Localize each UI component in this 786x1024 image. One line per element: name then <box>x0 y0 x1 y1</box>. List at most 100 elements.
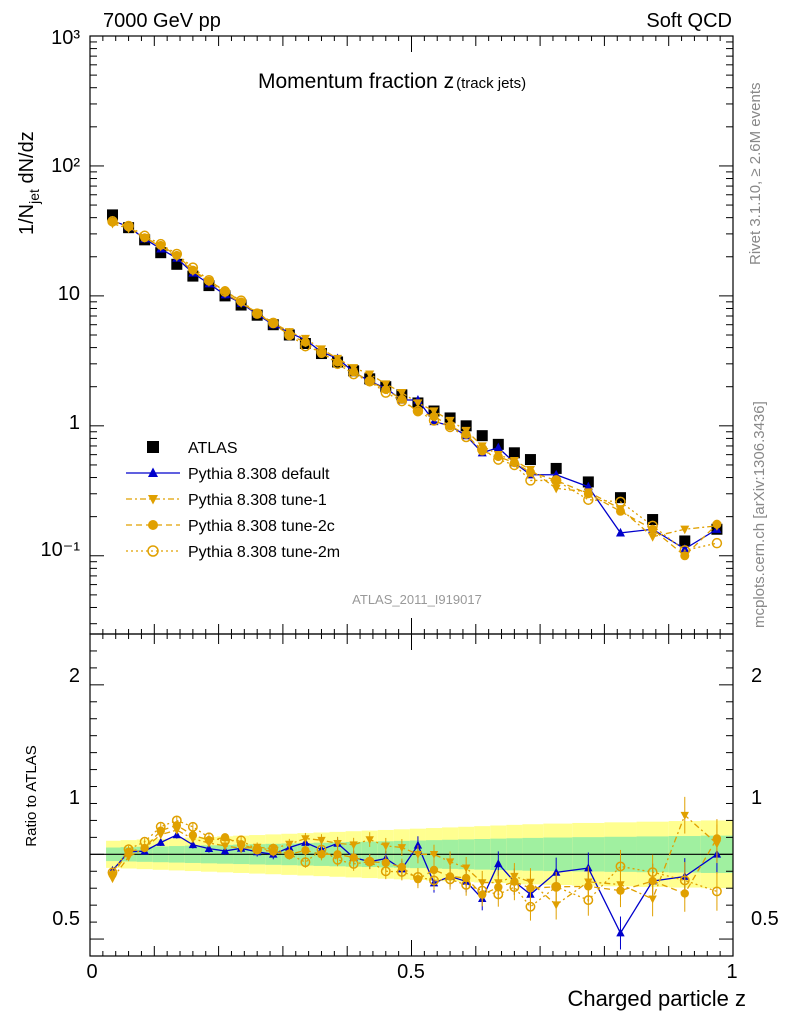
pythia-8-308-tune-2m-ratio-point <box>583 895 594 906</box>
legend-marker-pythia-8-308-default <box>148 467 158 477</box>
pythia-8-308-tune-2c-point <box>648 524 658 534</box>
y-tick-label-1: 1 <box>69 412 80 434</box>
legend-label-pythia-8-308-tune-1: Pythia 8.308 tune-1 <box>188 492 327 509</box>
pythia-8-308-tune-2c-ratio-point <box>712 834 722 843</box>
pythia-8-308-tune-2m-point <box>615 496 626 508</box>
pythia-8-308-tune-2m-ratio-point <box>647 867 658 878</box>
main-plot-frame <box>89 35 734 635</box>
pythia-8-308-default-ratio-point <box>188 840 198 849</box>
pythia-8-308-tune-2m-ratio-point <box>204 832 214 843</box>
mcplots-label: mcplots.cern.ch [arXiv:1306.3436] <box>751 401 768 628</box>
pythia-8-308-tune-1-ratio-point <box>381 842 390 851</box>
pythia-8-308-tune-2m-point <box>460 431 472 443</box>
pythia-8-308-tune-2c-ratio-point <box>429 865 439 875</box>
main-y-label: 1/Njet dN/dz <box>16 131 42 235</box>
pythia-8-308-tune-2m-point <box>284 329 295 341</box>
pythia-8-308-default-point <box>615 527 625 537</box>
pythia-8-308-tune-2m-ratio-point <box>284 849 295 860</box>
pythia-8-308-tune-1-point <box>397 389 407 398</box>
pythia-8-308-tune-2m-ratio-point <box>711 886 722 897</box>
pythia-8-308-tune-2m-point <box>583 494 594 505</box>
pythia-8-308-tune-2m-ratio-point <box>429 875 439 886</box>
ratio-y-tick-label-1-left: 1 <box>69 787 80 809</box>
pythia-8-308-tune-2m-point <box>235 295 247 306</box>
pythia-8-308-tune-2c-point <box>381 385 391 395</box>
pythia-8-308-tune-1-point <box>551 484 561 494</box>
pythia-8-308-default-point <box>583 481 593 491</box>
pythia-8-308-tune-2m-ratio-point <box>461 879 472 890</box>
ratio-y-tick-label-1-right: 1 <box>751 787 762 809</box>
pythia-8-308-tune-2m-point <box>123 220 134 232</box>
pythia-8-308-tune-2m-ratio-point <box>412 871 423 882</box>
pythia-8-308-default-ratio-point <box>551 867 561 876</box>
pythia-8-308-tune-2c-point <box>712 519 722 529</box>
pythia-8-308-tune-2m-point <box>139 230 150 242</box>
pythia-8-308-tune-2c-point <box>461 429 471 439</box>
legend-label-pythia-8-308-tune-2c: Pythia 8.308 tune-2c <box>188 518 335 535</box>
legend-marker-atlas <box>147 441 159 453</box>
pythia-8-308-tune-2m-point <box>509 459 520 471</box>
header-right: Soft QCD <box>646 10 732 32</box>
y-tick-label-10: 10 <box>58 283 80 305</box>
legend-marker-pythia-8-308-tune-2c <box>148 520 158 530</box>
ratio-y-tick-label-2-right: 2 <box>751 665 762 687</box>
atlas-point <box>524 454 536 466</box>
atlas-point <box>107 209 119 221</box>
legend-label-pythia-8-308-tune-2m: Pythia 8.308 tune-2m <box>188 544 340 561</box>
pythia-8-308-tune-2m-ratio-point <box>123 844 134 855</box>
pythia-8-308-tune-2m-point <box>550 475 562 486</box>
legend-label-atlas: ATLAS <box>188 440 238 457</box>
analysis-label: ATLAS_2011_I919017 <box>352 592 482 607</box>
pythia-8-308-tune-2c-ratio-point <box>188 831 198 840</box>
x-tick-label-0: 0 <box>86 961 97 983</box>
pythia-8-308-tune-2c-point <box>252 309 262 319</box>
pythia-8-308-tune-2m-point <box>300 340 311 352</box>
pythia-8-308-tune-2m-ratio-point <box>396 866 407 877</box>
pythia-8-308-tune-2m-point <box>332 358 343 370</box>
pythia-8-308-default-ratio-point <box>204 844 214 853</box>
legend-marker-pythia-8-308-tune-1 <box>148 495 158 505</box>
pythia-8-308-tune-2m-ratio-point <box>364 856 375 867</box>
pythia-8-308-tune-2m-point <box>348 368 359 380</box>
pythia-8-308-tune-2m-point <box>412 405 424 417</box>
pythia-8-308-tune-1-ratio-point <box>333 840 342 849</box>
ratio-series-group <box>107 796 722 950</box>
pythia-8-308-tune-2m-point <box>525 475 536 486</box>
pythia-8-308-tune-2m-ratio-point <box>477 885 488 896</box>
x-axis-label: Charged particle z <box>567 986 746 1011</box>
pythia-8-308-tune-1-ratio-point <box>365 836 374 845</box>
atlas-point <box>155 247 167 259</box>
pythia-8-308-tune-2c-point <box>525 467 535 477</box>
pythia-8-308-tune-2m-ratio-point <box>332 854 343 865</box>
pythia-8-308-tune-1-ratio-point <box>285 840 294 849</box>
chart-title: Momentum fraction z (track jets) <box>258 70 526 93</box>
pythia-8-308-tune-2m-ratio-point <box>252 844 263 855</box>
pythia-8-308-tune-2m-point <box>251 308 263 319</box>
pythia-8-308-tune-2c-ratio-point <box>526 884 535 893</box>
pythia-8-308-tune-1-point <box>381 380 391 389</box>
pythia-8-308-tune-1-ratio-point <box>301 835 310 844</box>
pythia-8-308-tune-2m-point <box>268 317 279 329</box>
pythia-8-308-tune-2c-point <box>124 222 134 232</box>
atlas-point <box>647 514 659 526</box>
pythia-8-308-default-point <box>493 442 503 452</box>
pythia-8-308-tune-1-point <box>429 407 439 416</box>
pythia-8-308-tune-1-ratio-point <box>445 858 455 867</box>
pythia-8-308-tune-1-ratio-point <box>397 844 407 853</box>
pythia-8-308-tune-2m-point <box>476 444 488 455</box>
pythia-8-308-tune-2c-point <box>365 376 375 386</box>
pythia-8-308-tune-1-line <box>112 222 717 538</box>
pythia-8-308-tune-2m-ratio-point <box>348 858 359 869</box>
pythia-8-308-tune-2m-ratio-point <box>509 882 520 893</box>
pythia-8-308-tune-1-ratio-point <box>349 841 358 850</box>
pythia-8-308-tune-2m-ratio-point <box>316 844 327 855</box>
ratio-axis-ticks <box>89 633 734 957</box>
pythia-8-308-tune-1-point <box>648 533 658 542</box>
pythia-8-308-tune-1-point <box>365 370 375 380</box>
ratio-y-tick-label-2-left: 2 <box>69 665 80 687</box>
pythia-8-308-tune-2m-ratio-point <box>220 835 230 846</box>
pythia-8-308-tune-2m-ratio-point <box>107 867 118 878</box>
pythia-8-308-tune-2c-point <box>493 452 503 462</box>
ratio-y-label: Ratio to ATLAS <box>23 745 40 846</box>
pythia-8-308-tune-2m-point <box>711 537 723 549</box>
